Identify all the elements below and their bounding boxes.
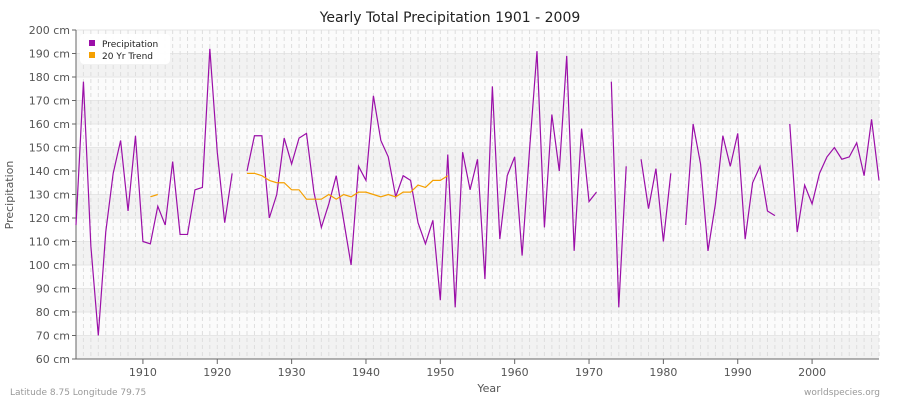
y-tick-label: 60 cm bbox=[36, 353, 70, 366]
y-tick-label: 70 cm bbox=[36, 330, 70, 343]
x-tick-label: 1940 bbox=[352, 366, 380, 379]
precipitation-line bbox=[75, 48, 233, 336]
x-tick-label: 1950 bbox=[426, 366, 454, 379]
footer-source: worldspecies.org bbox=[804, 388, 880, 398]
x-tick-label: 1930 bbox=[278, 366, 306, 379]
precipitation-line bbox=[246, 51, 597, 308]
legend-swatch-precipitation bbox=[89, 40, 95, 46]
trend-line bbox=[150, 193, 158, 198]
y-tick-label: 90 cm bbox=[36, 283, 70, 296]
x-tick-label: 1960 bbox=[501, 366, 529, 379]
x-tick-label: 1970 bbox=[575, 366, 603, 379]
y-tick-label: 110 cm bbox=[29, 236, 70, 249]
x-tick-label: 1920 bbox=[203, 366, 231, 379]
y-tick-label: 100 cm bbox=[29, 259, 70, 272]
y-tick-label: 130 cm bbox=[29, 189, 70, 202]
x-axis-label: Year bbox=[476, 382, 501, 395]
legend-label-trend: 20 Yr Trend bbox=[102, 52, 153, 62]
y-tick-label: 200 cm bbox=[29, 24, 70, 37]
grid-band bbox=[76, 100, 879, 124]
legend-label-precipitation: Precipitation bbox=[102, 40, 158, 50]
y-axis-label: Precipitation bbox=[3, 161, 16, 230]
y-tick-label: 180 cm bbox=[29, 71, 70, 84]
y-tick-label: 190 cm bbox=[29, 48, 70, 61]
chart-title: Yearly Total Precipitation 1901 - 2009 bbox=[319, 10, 581, 26]
x-tick-label: 1910 bbox=[129, 366, 157, 379]
x-tick-label: 1980 bbox=[649, 366, 677, 379]
y-tick-label: 120 cm bbox=[29, 212, 70, 225]
footer-location: Latitude 8.75 Longitude 79.75 bbox=[10, 388, 146, 398]
legend: Precipitation 20 Yr Trend bbox=[80, 34, 170, 64]
precipitation-line bbox=[640, 159, 672, 242]
precipitation-line bbox=[685, 123, 776, 251]
x-tick-label: 1990 bbox=[724, 366, 752, 379]
y-tick-label: 80 cm bbox=[36, 306, 70, 319]
y-tick-label: 170 cm bbox=[29, 95, 70, 108]
trend-line bbox=[247, 172, 449, 200]
precipitation-line bbox=[789, 119, 880, 233]
legend-swatch-trend bbox=[89, 52, 95, 58]
y-tick-label: 160 cm bbox=[29, 118, 70, 131]
x-tick-label: 2000 bbox=[798, 366, 826, 379]
y-tick-label: 150 cm bbox=[29, 142, 70, 155]
precipitation-line bbox=[610, 81, 627, 308]
y-tick-label: 140 cm bbox=[29, 165, 70, 178]
